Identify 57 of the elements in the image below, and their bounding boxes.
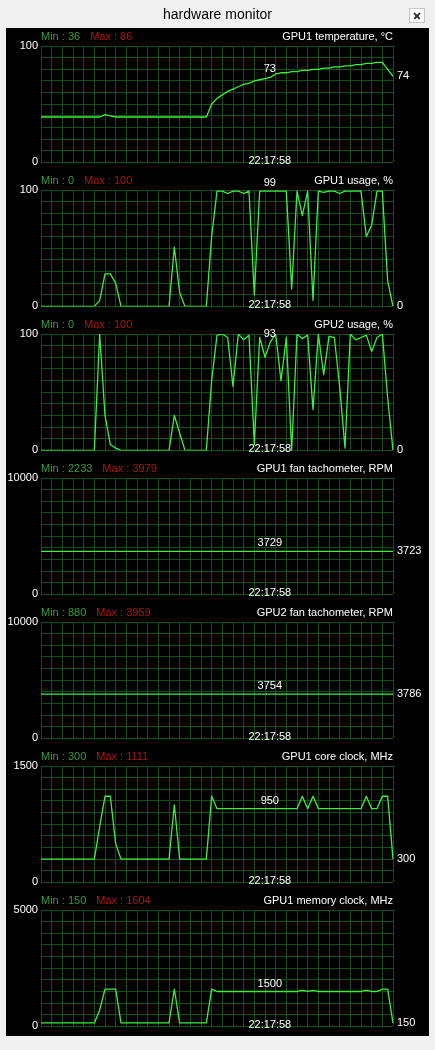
chart-title: GPU2 fan tachometer, RPM — [256, 606, 393, 619]
annotation: 22:17:58 — [248, 442, 292, 455]
chart-title: GPU1 memory clock, MHz — [263, 894, 393, 907]
y-tick-label: 0 — [31, 875, 38, 888]
annotation: 22:17:58 — [248, 730, 292, 743]
text: 3723 — [397, 544, 422, 557]
y-tick-label: 10000 — [7, 615, 38, 628]
chart-title: GPU2 usage, % — [314, 318, 394, 331]
chart-title: GPU1 core clock, MHz — [281, 750, 393, 763]
text: Min : 0 — [41, 318, 75, 331]
y-tick-label: 100 — [19, 183, 38, 196]
text: Max : 100 — [84, 318, 133, 331]
annotation: 73 — [263, 62, 276, 75]
text: 0 — [397, 299, 404, 312]
text: 300 — [397, 852, 416, 865]
y-tick-label: 0 — [31, 731, 38, 744]
text: 0 — [397, 443, 404, 456]
annotation: 1500 — [257, 976, 283, 989]
y-tick-label: 100 — [19, 327, 38, 340]
chart-title: GPU1 usage, % — [314, 174, 394, 187]
text: 3786 — [397, 687, 422, 700]
chart-title: GPU1 fan tachometer, RPM — [256, 462, 393, 475]
annotation: 22:17:58 — [248, 1018, 292, 1031]
annotation: 99 — [263, 176, 276, 189]
text: Min : 0 — [41, 174, 75, 187]
text: Max : 86 — [90, 30, 133, 43]
text: Max : 100 — [84, 174, 133, 187]
text: Max : 3979 — [102, 462, 157, 475]
y-tick-label: 100 — [19, 39, 38, 52]
text: 74 — [397, 69, 410, 82]
text: Min : 2233 — [41, 462, 93, 475]
text: 150 — [397, 1015, 416, 1028]
text: hardware monitor — [162, 5, 273, 24]
text: Min : 150 — [41, 894, 87, 907]
y-tick-label: 0 — [31, 443, 38, 456]
annotation: 22:17:58 — [248, 586, 292, 599]
chart-title: GPU1 temperature, °C — [282, 30, 394, 43]
annotation: 950 — [260, 793, 279, 806]
y-tick-label: 1500 — [13, 759, 38, 772]
y-tick-label: 0 — [31, 1019, 38, 1032]
text: Max : 1604 — [96, 894, 151, 907]
annotation: 22:17:58 — [248, 298, 292, 311]
annotation: 22:17:58 — [248, 154, 292, 167]
y-tick-label: 0 — [31, 155, 38, 168]
annotation: 93 — [263, 327, 276, 340]
y-tick-label: 5000 — [13, 903, 38, 916]
text: Max : 3959 — [96, 606, 151, 619]
y-tick-label: 0 — [31, 299, 38, 312]
annotation: 3754 — [257, 679, 283, 692]
text: Min : 880 — [41, 606, 87, 619]
text: Min : 36 — [41, 30, 81, 43]
text: Max : 1111 — [96, 750, 149, 763]
annotation: 22:17:58 — [248, 874, 292, 887]
text: Min : 300 — [41, 750, 87, 763]
y-tick-label: 10000 — [7, 471, 38, 484]
y-tick-label: 0 — [31, 587, 38, 600]
annotation: 3729 — [257, 536, 283, 549]
